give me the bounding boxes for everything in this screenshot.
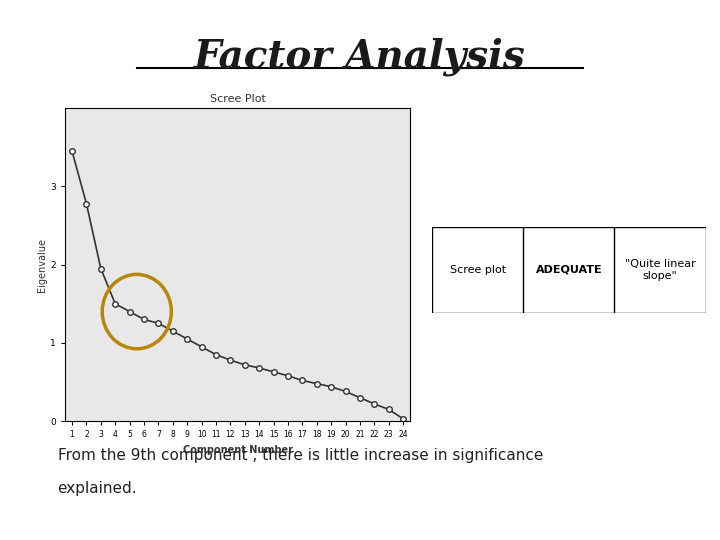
Text: "Quite linear
slope": "Quite linear slope": [625, 259, 696, 281]
Title: Scree Plot: Scree Plot: [210, 94, 266, 104]
Text: Scree plot: Scree plot: [449, 265, 505, 275]
Text: ADEQUATE: ADEQUATE: [536, 265, 602, 275]
Text: Factor Analysis: Factor Analysis: [194, 38, 526, 76]
Y-axis label: Eigenvalue: Eigenvalue: [37, 238, 48, 292]
Text: From the 9th component , there is little increase in significance: From the 9th component , there is little…: [58, 448, 543, 463]
X-axis label: Component Number: Component Number: [183, 445, 292, 455]
Text: explained.: explained.: [58, 481, 138, 496]
